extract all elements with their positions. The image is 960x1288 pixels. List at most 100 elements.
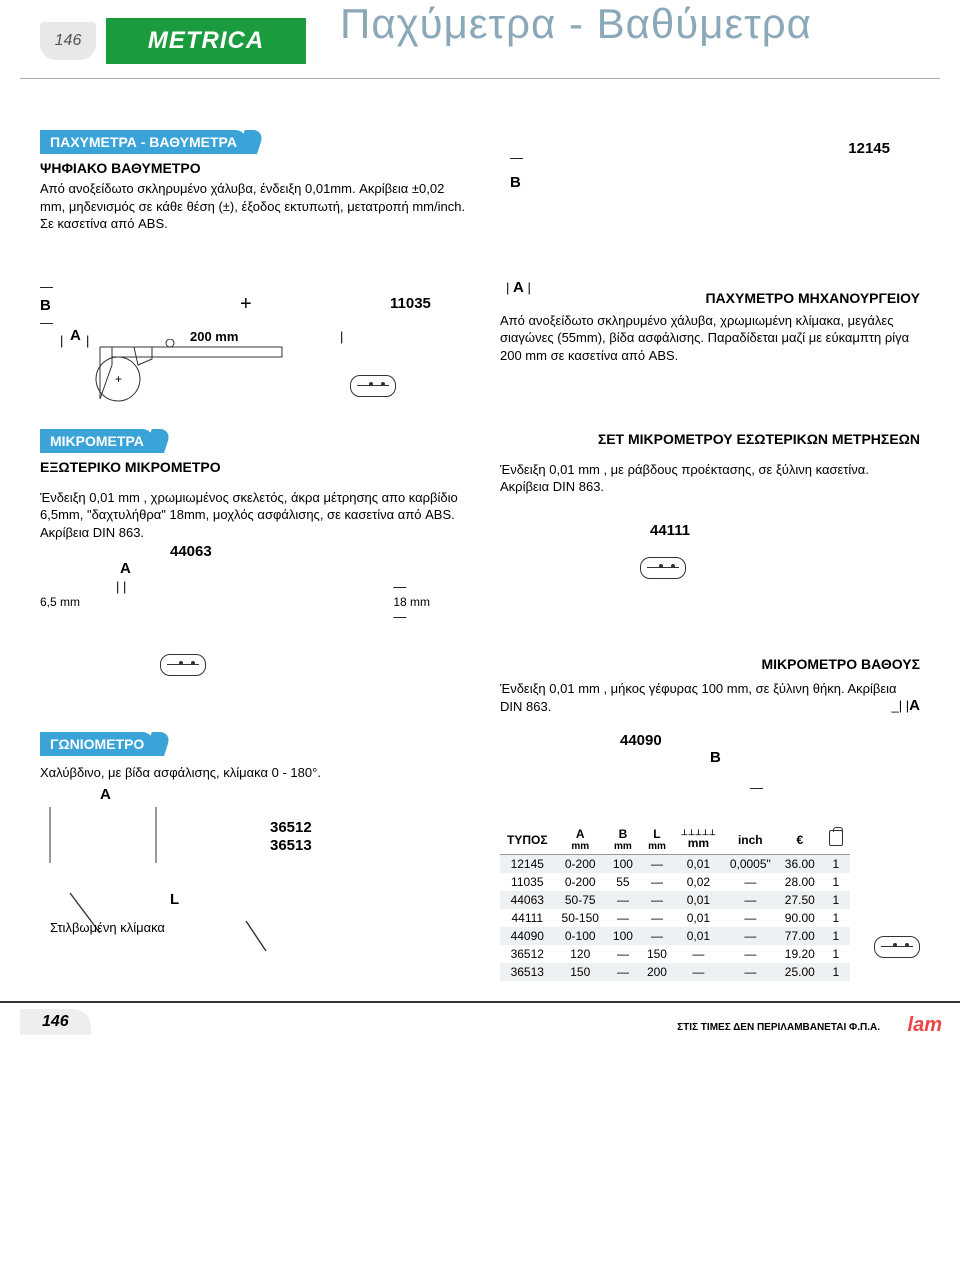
section-body: Ένδειξη 0,01 mm , χρωμιωμένος σκελετός, … (40, 489, 470, 542)
dim-small: 6,5 mm (40, 595, 80, 609)
footer-note: ΣΤΙΣ ΤΙΜΕΣ ΔΕΝ ΠΕΡΙΛΑΜΒΑΝΕΤΑΙ Φ.Π.Α. (677, 1022, 880, 1033)
section-title: ΜΙΚΡΟΜΕΤΡΟ ΒΑΘΟΥΣ (500, 656, 920, 672)
table-cell: 1 (822, 963, 850, 981)
dim-label-a: A (120, 560, 470, 577)
table-header: Bmm (606, 825, 640, 855)
table-header: ⊥⊥⊥⊥⊥mm (674, 825, 723, 855)
table-cell: 120 (555, 945, 606, 963)
table-cell: 44063 (500, 891, 555, 909)
table-cell: 1 (822, 873, 850, 891)
dim-label-b: B (710, 749, 920, 766)
case-icon (874, 936, 920, 958)
section-tab: ΜΙΚΡΟΜΕΤΡΑ (40, 429, 154, 453)
dim-label-b: B (510, 174, 521, 191)
table-cell: — (723, 873, 778, 891)
table-cell: — (723, 945, 778, 963)
footer-logo: lam (908, 1014, 942, 1037)
table-row: 36512120—150——19.201 (500, 945, 850, 963)
product-code: 36512 (270, 819, 312, 836)
table-cell: 36.00 (778, 855, 822, 874)
table-cell: 0,02 (674, 873, 723, 891)
case-icon (350, 375, 396, 397)
table-cell: 150 (640, 945, 674, 963)
table-cell: 50-75 (555, 891, 606, 909)
dim-right: 18 mm (393, 595, 430, 609)
table-cell: 25.00 (778, 963, 822, 981)
table-cell: 1 (822, 945, 850, 963)
table-row: 121450-200100—0,010,0005"36.001 (500, 855, 850, 874)
table-cell: 27.50 (778, 891, 822, 909)
product-code: 11035 (390, 295, 431, 312)
table-header (822, 825, 850, 855)
table-cell: 100 (606, 927, 640, 945)
table-cell: 0,01 (674, 855, 723, 874)
dim-label-l: L (170, 891, 179, 908)
table-cell: — (723, 891, 778, 909)
table-row: 110350-20055—0,02—28.001 (500, 873, 850, 891)
table-cell: 0-100 (555, 927, 606, 945)
table-cell: 55 (606, 873, 640, 891)
product-code: 44063 (170, 543, 212, 560)
table-cell: 1 (822, 855, 850, 874)
table-cell: — (640, 891, 674, 909)
section-tab: ΠΑΧΥΜΕΤΡΑ - ΒΑΘΥΜΕΤΡΑ (40, 130, 247, 154)
section-body: Από ανοξείδωτο σκληρυμένο χάλυβα, χρωμιω… (500, 312, 920, 365)
case-icon (160, 654, 206, 676)
table-header: € (778, 825, 822, 855)
table-cell: 12145 (500, 855, 555, 874)
table-cell: 150 (555, 963, 606, 981)
table-cell: 36513 (500, 963, 555, 981)
table-cell: 11035 (500, 873, 555, 891)
table-cell: — (606, 963, 640, 981)
table-cell: 1 (822, 891, 850, 909)
page-number-top: 146 (40, 22, 96, 60)
page-title: Παχύμετρα - Βαθύμετρα (340, 0, 812, 48)
page-number-bottom: 146 (20, 1009, 91, 1035)
table-cell: — (674, 963, 723, 981)
table-cell: 19.20 (778, 945, 822, 963)
table-cell: 1 (822, 909, 850, 927)
dim-label-a: A (513, 279, 524, 296)
table-cell: — (723, 963, 778, 981)
section-body: Χαλύβδινο, με βίδα ασφάλισης, κλίμακα 0 … (40, 764, 470, 782)
divider (20, 78, 940, 79)
dim-label-a: A (909, 697, 920, 714)
dim-label-b: B (40, 297, 51, 314)
table-cell: 44111 (500, 909, 555, 927)
table-header: Amm (555, 825, 606, 855)
table-cell: 90.00 (778, 909, 822, 927)
table-row: 4411150-150——0,01—90.001 (500, 909, 850, 927)
table-cell: — (606, 909, 640, 927)
section-title: ΠΑΧΥΜΕΤΡΟ ΜΗΧΑΝΟΥΡΓΕΙΟΥ (500, 290, 920, 306)
table-row: 4406350-75——0,01—27.501 (500, 891, 850, 909)
table-cell: — (606, 891, 640, 909)
product-code: 44090 (620, 732, 920, 749)
table-cell: — (606, 945, 640, 963)
table-cell: 200 (640, 963, 674, 981)
table-cell: 100 (606, 855, 640, 874)
package-icon (829, 830, 843, 846)
page-header: 146 METRICA Παχύμετρα - Βαθύμετρα (0, 0, 960, 80)
section-title: ΣΕΤ ΜΙΚΡΟΜΕΤΡΟΥ ΕΣΩΤΕΡΙΚΩΝ ΜΕΤΡΗΣΕΩΝ (500, 431, 920, 447)
plus-icon: + (240, 293, 252, 316)
table-cell: 0,0005" (723, 855, 778, 874)
table-header: ΤΥΠΟΣ (500, 825, 555, 855)
table-row: 36513150—200——25.001 (500, 963, 850, 981)
table-cell: 77.00 (778, 927, 822, 945)
table-cell: 0-200 (555, 873, 606, 891)
page-footer: 146 ΣΤΙΣ ΤΙΜΕΣ ΔΕΝ ΠΕΡΙΛΑΜΒΑΝΕΤΑΙ Φ.Π.Α.… (0, 1001, 960, 1041)
section-body: Ένδειξη 0,01 mm , με ράβδους προέκτασης,… (500, 461, 920, 496)
product-code: 44111 (650, 522, 920, 539)
case-icon (640, 557, 686, 579)
table-cell: 0,01 (674, 909, 723, 927)
table-cell: 36512 (500, 945, 555, 963)
table-header: Lmm (640, 825, 674, 855)
section-subtitle: ΕΞΩΤΕΡΙΚΟ ΜΙΚΡΟΜΕΤΡΟ (40, 459, 470, 475)
table-row: 440900-100100—0,01—77.001 (500, 927, 850, 945)
section-tab: ΓΩΝΙΟΜΕΤΡΟ (40, 732, 154, 756)
table-cell: 0,01 (674, 891, 723, 909)
table-cell: — (640, 873, 674, 891)
brand-logo: METRICA (106, 18, 306, 64)
table-cell: — (640, 855, 674, 874)
table-cell: 28.00 (778, 873, 822, 891)
